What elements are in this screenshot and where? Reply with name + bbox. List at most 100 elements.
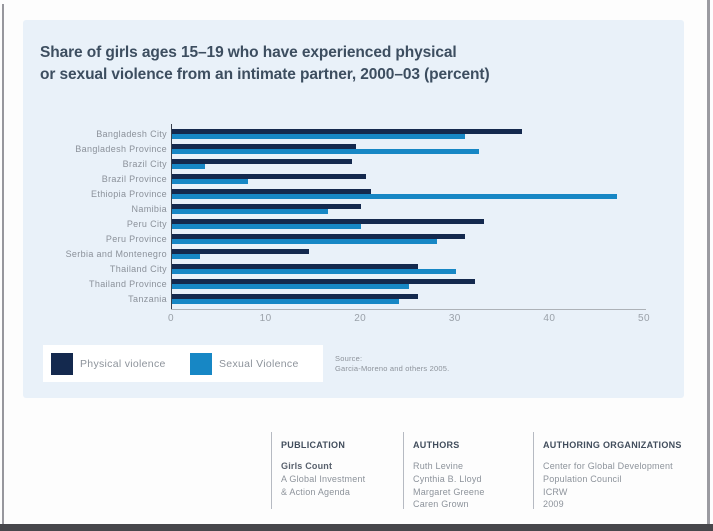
footer-divider [271, 432, 272, 509]
footer-line: A Global Investment [281, 473, 366, 484]
y-axis-line [170, 124, 172, 309]
footer-line: & Action Agenda [281, 486, 351, 497]
source-label: Source: [335, 354, 363, 363]
physical-violence-bar [172, 204, 362, 209]
window-bottom-bar [0, 524, 713, 531]
category-label-row: Peru City [33, 219, 167, 234]
bar-row [172, 174, 645, 189]
legend-label: Sexual Violence [219, 357, 299, 370]
plot-area [172, 129, 645, 310]
x-axis-ticks: 0 10 20 30 40 50 [168, 313, 650, 327]
footer-line: Cynthia B. Lloyd [413, 473, 482, 484]
footer-column-body: Center for Global Development Population … [543, 460, 682, 511]
category-label-row: Brazil Province [33, 174, 167, 189]
category-label-row: Tanzania [33, 294, 167, 309]
bar-row [172, 189, 645, 204]
legend-label: Physical violence [80, 357, 166, 370]
window-border-right [707, 0, 710, 524]
footer-column: AUTHORS Ruth Levine Cynthia B. Lloyd Margar… [413, 440, 485, 511]
sexual-violence-bar [172, 179, 248, 184]
category-label-row: Bangladesh Province [33, 144, 167, 159]
sexual-violence-bar [172, 194, 617, 199]
category-label: Serbia and Montenegro [65, 249, 167, 259]
category-label: Brazil Province [101, 174, 167, 184]
category-label-row: Brazil City [33, 159, 167, 174]
category-label: Brazil City [122, 159, 167, 169]
bar-row [172, 204, 645, 219]
bar-row [172, 144, 645, 159]
sexual-violence-bar [172, 239, 437, 244]
footer-line: Caren Grown [413, 499, 469, 510]
footer-column: PUBLICATION Girls Count A Global Investmen… [281, 440, 365, 498]
legend-item: Sexual Violence [190, 352, 299, 375]
footer-column-body: Ruth Levine Cynthia B. Lloyd Margaret Gree… [413, 460, 485, 511]
category-label: Tanzania [128, 294, 167, 304]
category-label-row: Thailand City [33, 264, 167, 279]
footer-line: Population Council [543, 473, 622, 484]
figure-panel: Share of girls ages 15–19 who have exper… [23, 20, 684, 398]
x-tick-label: 30 [448, 313, 461, 324]
footer-heading: PUBLICATION [281, 440, 346, 450]
bar-row [172, 279, 645, 294]
footer-line: Girls Count [281, 461, 333, 471]
footer-heading: AUTHORING ORGANIZATIONS [543, 440, 682, 450]
sexual-violence-bar [172, 224, 362, 229]
bar-row [172, 294, 645, 309]
sexual-violence-bar [172, 149, 480, 154]
category-label-row: Namibia [33, 204, 167, 219]
x-tick-label: 50 [638, 313, 650, 324]
category-label-row: Bangladesh City [33, 129, 167, 144]
x-tick-label: 40 [543, 313, 556, 324]
physical-violence-bar [172, 129, 523, 134]
category-label: Bangladesh City [96, 129, 167, 139]
footer-column: AUTHORING ORGANIZATIONS Center for Global… [543, 440, 682, 511]
physical-violence-bar [172, 264, 418, 269]
category-labels: Bangladesh City Bangladesh Province Brazil… [33, 129, 167, 309]
x-tick-label: 10 [259, 313, 272, 324]
footer-column-body: Girls Count A Global Investment & Action A… [281, 460, 365, 498]
bar-row [172, 159, 645, 174]
x-tick-label: 0 [168, 313, 174, 324]
bar-row [172, 219, 645, 234]
category-label-row: Thailand Province [33, 279, 167, 294]
legend-swatch-sexual [190, 352, 212, 375]
x-tick-label: 20 [354, 313, 367, 324]
physical-violence-bar [172, 249, 310, 254]
source-note: Source: Garcia-Moreno and others 2005. [335, 354, 449, 373]
footer-heading: AUTHORS [413, 440, 460, 450]
footer-line: Margaret Greene [413, 486, 485, 497]
sexual-violence-bar [172, 209, 329, 214]
footer-line: 2009 [543, 499, 564, 510]
physical-violence-bar [172, 294, 418, 299]
category-label: Thailand City [109, 264, 167, 274]
footer-line: Ruth Levine [413, 461, 464, 471]
category-label: Peru City [126, 219, 167, 229]
title-line-2: or sexual violence from an intimate part… [40, 66, 490, 83]
footer-divider [403, 432, 404, 509]
category-label: Ethiopia Province [91, 189, 167, 199]
figure-title: Share of girls ages 15–19 who have exper… [40, 42, 490, 86]
legend-swatch-physical [51, 352, 73, 375]
physical-violence-bar [172, 189, 371, 194]
category-label: Bangladesh Province [75, 144, 167, 154]
footer: PUBLICATION Girls Count A Global Investmen… [0, 432, 713, 509]
x-axis-line [170, 308, 646, 310]
legend: Physical violence Sexual Violence [43, 345, 323, 382]
category-label: Namibia [131, 204, 167, 214]
sexual-violence-bar [172, 164, 206, 169]
category-label: Peru Province [105, 234, 167, 244]
footer-divider [533, 432, 534, 509]
physical-violence-bar [172, 144, 357, 149]
physical-violence-bar [172, 159, 352, 164]
bar-row [172, 249, 645, 264]
physical-violence-bar [172, 279, 475, 284]
sexual-violence-bar [172, 284, 409, 289]
physical-violence-bar [172, 174, 366, 179]
category-label-row: Serbia and Montenegro [33, 249, 167, 264]
physical-violence-bar [172, 234, 466, 239]
category-label-row: Peru Province [33, 234, 167, 249]
sexual-violence-bar [172, 254, 201, 259]
footer-line: Center for Global Development [543, 461, 673, 471]
bar-row [172, 264, 645, 279]
